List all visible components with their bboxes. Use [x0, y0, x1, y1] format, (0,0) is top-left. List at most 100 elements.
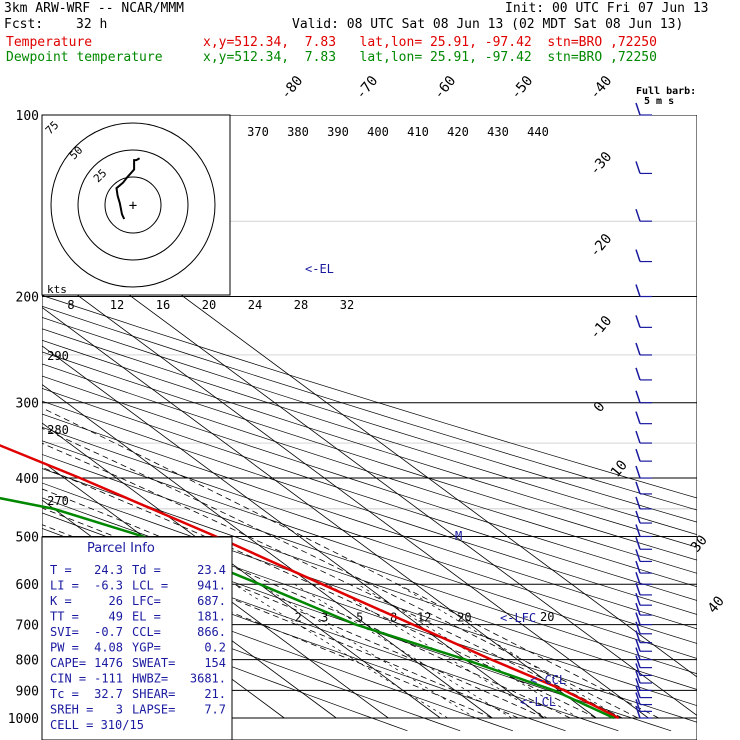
parcel-field-label: LAPSE= [132, 703, 175, 717]
isotherm-line [42, 306, 597, 719]
parcel-field-value: 3681. [190, 672, 226, 686]
wind-barb [635, 678, 641, 691]
theta-label: 390 [327, 125, 349, 139]
isotherm-line [42, 229, 697, 717]
isotherm-label: -20 [587, 231, 616, 261]
isotherm-label: 0 [591, 399, 609, 416]
dry-adiabat [42, 468, 697, 690]
wind-barb [635, 699, 641, 712]
theta-label: 370 [247, 125, 269, 139]
wind-barb [635, 612, 641, 625]
wind-barb [635, 510, 641, 524]
parcel-field-label: HWBZ= [132, 672, 168, 686]
mixing-ratio-label: 3 [321, 611, 328, 625]
isotherm-line [42, 268, 649, 719]
wind-barb [635, 655, 641, 668]
hodograph-ring [50, 122, 216, 288]
level-annotation: <-CCL [530, 673, 566, 687]
parcel-field-value: -111 [94, 672, 123, 686]
wind-barb [635, 411, 641, 424]
hodograph-center-mark: + [129, 198, 137, 214]
wind-barb [635, 630, 641, 643]
parcel-field-value: 866. [197, 625, 226, 639]
wind-barb [635, 249, 641, 262]
parcel-field-value: 687. [197, 594, 226, 608]
parcel-field-value: -0.7 [94, 625, 123, 639]
dry-adiabat [42, 440, 697, 659]
parcel-field-label: EL = [132, 610, 161, 624]
parcel-field-value: 23.4 [197, 563, 226, 577]
dry-adiabat [42, 413, 697, 630]
barb-legend-title: Full barb: [636, 86, 696, 97]
parcel-field-value: 3 [116, 703, 123, 717]
isotherm-label: -70 [353, 73, 382, 103]
theta-label: 270 [47, 494, 69, 508]
moist-adiabat [42, 427, 639, 719]
isotherm-label: 30 [688, 532, 711, 555]
init-time: Init: 00 UTC Fri 07 Jun 13 [505, 1, 709, 16]
barb-legend-units: 5 m s [644, 96, 674, 107]
wind-barb [635, 670, 641, 684]
theta-label: 440 [527, 125, 549, 139]
parcel-field-label: LI = [50, 579, 79, 593]
wind-barb [635, 663, 641, 676]
parcel-field-label: SVI= [50, 625, 79, 639]
parcel-field-label: CIN = [50, 672, 86, 686]
isotherm-label: -60 [431, 73, 460, 103]
pressure-label: 200 [16, 291, 39, 306]
parcel-field-label: SREH = [50, 703, 93, 717]
theta-label: 380 [287, 125, 309, 139]
mixing-ratio-line [397, 583, 622, 719]
parcel-field-value: 21. [204, 687, 226, 701]
wind-barb [635, 571, 641, 585]
wind-barb [635, 367, 641, 381]
isotherm-line [42, 345, 545, 719]
parcel-field-label: K = [50, 594, 72, 608]
wind-barb [635, 342, 641, 356]
pressure-label: 900 [16, 684, 39, 699]
pressure-label: 500 [16, 530, 39, 545]
parcel-field-label: SWEAT= [132, 656, 175, 670]
parcel-field-value: -6.3 [94, 579, 123, 593]
moist-adiabat [42, 488, 571, 719]
wind-barb [635, 685, 641, 698]
moist-adiabat [42, 507, 545, 719]
theta-label: 430 [487, 125, 509, 139]
dry-adiabat [42, 577, 461, 732]
parcel-field-value: 24.3 [94, 563, 123, 577]
hodograph-ring [104, 176, 162, 234]
temperature-location-info: x,y=512.34, 7.83 lat,lon= 25.91, -97.42 … [203, 35, 657, 50]
mixing-ratio-label: 8 [390, 611, 397, 625]
level-annotation: <-LFC [500, 611, 536, 625]
hodograph-axis-label: 24 [248, 298, 262, 312]
wind-barb [635, 692, 641, 705]
isotherm-label: -50 [508, 73, 537, 103]
pressure-label: 800 [16, 654, 39, 669]
wind-barb [635, 430, 641, 444]
dewpoint-legend-label: Dewpoint temperature [6, 50, 163, 65]
isotherm-label: -30 [587, 149, 616, 179]
wind-barb [635, 549, 641, 562]
temperature-legend-label: Temperature [6, 35, 93, 50]
dry-adiabat [42, 339, 697, 548]
isotherm-label: 20 [540, 610, 554, 624]
wind-barb [635, 582, 641, 596]
wind-barb [635, 705, 641, 719]
isotherm-line [42, 383, 493, 719]
theta-label: 290 [47, 349, 69, 363]
pressure-label: 400 [16, 472, 39, 487]
wind-barb [635, 481, 641, 495]
parcel-field-label: CCL= [132, 625, 161, 639]
model-title: 3km ARW-WRF -- NCAR/MMM [4, 1, 185, 16]
dewpoint-line [0, 496, 615, 720]
hodograph-axis-label: 8 [67, 298, 74, 312]
parcel-cell-motion: CELL = 310/15 [50, 718, 144, 732]
wind-barb [635, 284, 641, 297]
isotherm-label: -80 [278, 73, 307, 103]
mixing-ratio-line [357, 583, 579, 719]
dry-adiabat [42, 426, 697, 644]
level-annotation: M [455, 529, 462, 543]
hodograph-axis-label: 28 [294, 298, 308, 312]
dewpoint-location-info: x,y=512.34, 7.83 lat,lon= 25.91, -97.42 … [203, 50, 657, 65]
